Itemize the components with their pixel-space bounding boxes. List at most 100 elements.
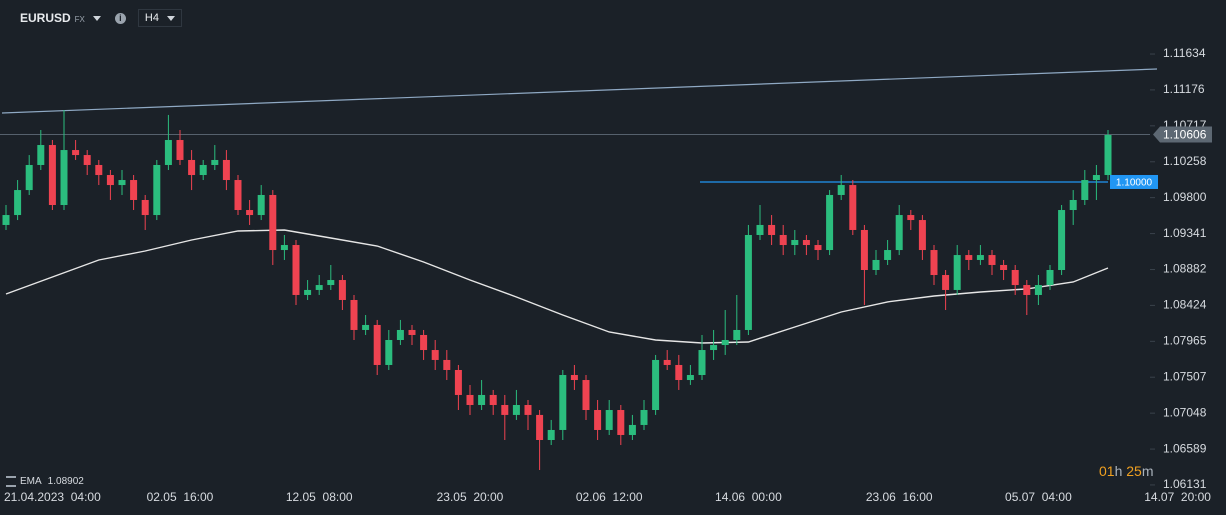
candle-body [849,185,857,230]
candle-timer: 01h 25m [1099,463,1154,479]
last-price-tag [1153,126,1212,143]
candle-body [988,255,996,265]
candle-body [547,429,555,440]
y-tick-label: 1.09341 [1163,226,1207,240]
candle-body [744,234,752,330]
level-tag [1110,174,1158,189]
timer-minutes: 25 [1126,463,1142,479]
candle-body [478,394,486,405]
candle-body [443,359,451,370]
candle-body [118,180,126,186]
candle-body [350,299,358,330]
candle-body [141,199,149,216]
candle-body [176,140,184,160]
ema-name: EMA [20,476,42,487]
candle-body [884,250,892,260]
candle-body [48,145,56,206]
ema-line [5,229,1109,344]
candle-body [234,180,242,211]
candle-body [106,175,114,186]
candle-body [246,210,254,216]
candle-body [1046,269,1054,286]
candle-body [733,329,741,341]
candle-body [721,340,729,346]
candle-body [292,245,300,295]
y-tick-label: 1.08882 [1163,262,1207,276]
timeframe-select[interactable]: H4 [137,9,182,27]
candle-body [605,410,613,430]
candle-body [536,414,544,440]
trendline [1,68,1158,114]
candle-body [188,159,196,176]
candle-body [396,329,404,341]
timer-hours: 01 [1099,463,1115,479]
candle-body [327,280,335,286]
candle-body [408,329,416,335]
candle-body [1092,175,1100,181]
x-tick-label: 02.06 12:00 [576,490,643,504]
candle-body [60,150,68,206]
candle-body [211,159,219,165]
symbol-dropdown[interactable] [92,15,101,21]
candle-body [72,150,80,156]
x-tick-label: 21.04.2023 04:00 [4,490,101,504]
candle-body [675,364,683,381]
candle-body [1058,210,1066,270]
candle-body [965,255,973,260]
candle-body [652,359,660,411]
candle-body [953,255,961,290]
candle-body [802,240,810,246]
candle-body [710,345,718,351]
candle-body [524,404,532,415]
symbol-header: EURUSD FX i H4 [20,9,182,27]
y-tick-label: 1.11634 [1163,46,1206,60]
candle-body [466,394,474,405]
y-tick-label: 1.06131 [1163,477,1207,491]
candle-body [942,275,950,290]
candle-body [454,369,462,395]
candle-body [663,359,671,365]
plot-area [0,0,1150,488]
x-tick-label: 23.05 20:00 [437,490,504,504]
candle-body [1104,134,1112,176]
candle-body [153,164,161,216]
candle-body [420,334,428,351]
candle-body [640,410,648,425]
candle-body [280,245,288,251]
candle-body [385,340,393,365]
x-tick-label: 12.05 08:00 [286,490,353,504]
candle-body [837,185,845,195]
last-price-label: 1.10606 [1163,128,1207,142]
candle-body [791,240,799,246]
info-icon[interactable]: i [114,12,126,24]
candle-body [315,285,323,290]
market: FX [74,15,85,24]
symbol[interactable]: EURUSD [20,11,71,25]
candle-body [1023,285,1031,295]
ema-value: 1.08902 [47,476,84,487]
level-label: 1.10000 [1116,178,1153,189]
indicator-icon [6,476,16,487]
y-tick-label: 1.07965 [1163,334,1207,348]
candle-body [698,350,706,376]
timer-m: m [1141,463,1154,479]
y-tick-label: 1.07507 [1163,369,1207,383]
candle-body [164,140,172,165]
x-tick-label: 23.06 16:00 [866,490,933,504]
candle-body [489,394,497,405]
candle-body [826,194,834,251]
y-tick-label: 1.07048 [1163,405,1207,419]
y-tick-label: 1.06589 [1163,441,1207,455]
candle-body [37,145,45,165]
candle-body [582,380,590,411]
candle-body [2,215,10,225]
timeframe-dropdown [166,15,175,21]
y-tick-label: 1.11176 [1163,82,1205,96]
ema-legend[interactable]: EMA 1.08902 [6,476,84,487]
candle-body [907,215,915,221]
x-tick-label: 14.07 20:00 [1144,490,1211,504]
candle-body [779,234,787,246]
candle-body [628,424,636,435]
candle-body [918,220,926,251]
